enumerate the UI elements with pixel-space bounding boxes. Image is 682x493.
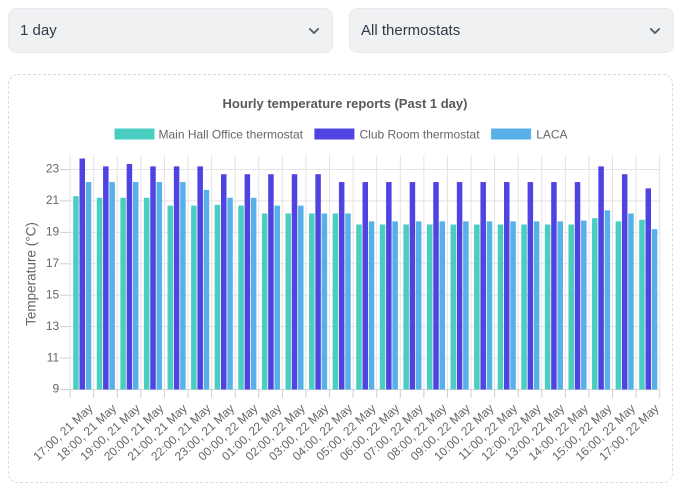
svg-text:13: 13 <box>46 319 60 333</box>
svg-text:11: 11 <box>47 350 60 364</box>
svg-text:Temperature (°C): Temperature (°C) <box>24 222 39 326</box>
svg-text:23: 23 <box>46 162 60 176</box>
svg-text:Main Hall Office thermostat: Main Hall Office thermostat <box>159 127 304 141</box>
svg-text:9: 9 <box>53 382 60 396</box>
svg-text:19: 19 <box>46 225 60 239</box>
svg-text:LACA: LACA <box>536 127 567 141</box>
svg-text:15: 15 <box>46 287 60 301</box>
svg-text:17: 17 <box>46 256 60 270</box>
svg-text:Hourly temperature reports (Pa: Hourly temperature reports (Past 1 day) <box>223 96 468 111</box>
svg-text:21: 21 <box>46 193 60 207</box>
svg-text:Club Room thermostat: Club Room thermostat <box>360 127 481 141</box>
